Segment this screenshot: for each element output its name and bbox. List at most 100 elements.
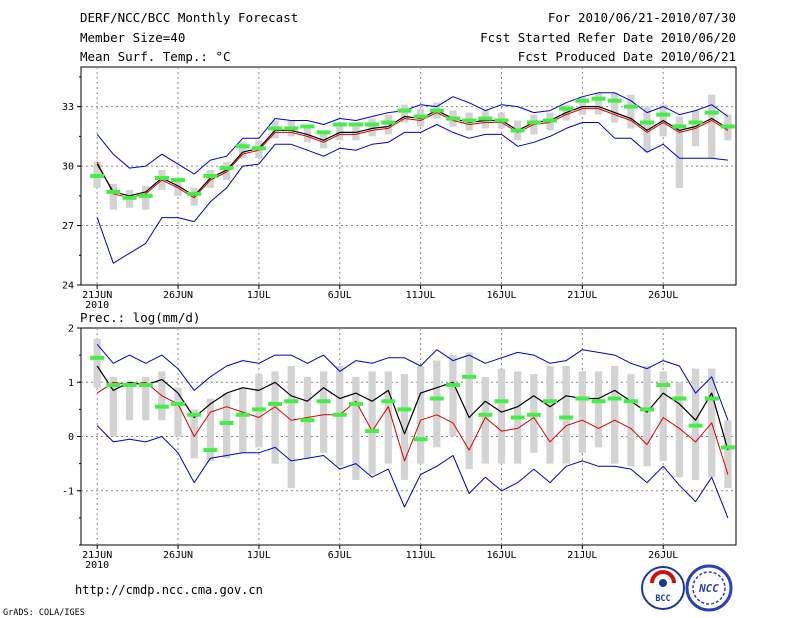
median-marker xyxy=(704,396,719,401)
spread-bar xyxy=(497,368,506,464)
median-marker xyxy=(332,412,347,417)
spread-bar xyxy=(562,365,570,464)
x-tick-label: 26JUN xyxy=(163,290,193,301)
x-tick-label: 16JUL xyxy=(486,550,516,561)
spread-bar xyxy=(174,387,182,437)
median-marker xyxy=(90,355,105,360)
x-tick-label: 26JUN xyxy=(163,550,193,561)
median-marker xyxy=(219,166,234,171)
median-marker xyxy=(640,407,655,412)
median-marker xyxy=(316,399,331,404)
median-marker xyxy=(429,108,444,113)
fcst-produced-label: Fcst Produced Date 2010/06/21 xyxy=(518,49,736,64)
spread-bar xyxy=(336,122,344,141)
y-tick-label: 27 xyxy=(62,221,74,232)
median-marker xyxy=(462,374,477,379)
mean-line xyxy=(96,365,729,451)
x-tick-label: 26JUL xyxy=(648,290,678,301)
spread-bar xyxy=(239,142,247,159)
median-marker xyxy=(575,396,590,401)
spread-bar xyxy=(643,106,651,153)
median-marker xyxy=(478,412,493,417)
median-marker xyxy=(413,437,428,442)
median-marker xyxy=(122,195,137,200)
median-marker xyxy=(106,382,121,387)
median-marker xyxy=(688,120,703,125)
median-marker xyxy=(720,445,735,450)
ncc-logo: NCC xyxy=(685,564,733,612)
y-tick-label: 33 xyxy=(62,102,74,113)
spread-bar xyxy=(465,352,473,470)
median-marker xyxy=(187,412,202,417)
spread-bar xyxy=(627,94,635,129)
spread-bar xyxy=(125,382,134,421)
spread-bar xyxy=(93,338,101,388)
median-marker xyxy=(348,401,363,406)
member-size-label: Member Size=40 xyxy=(80,30,185,45)
median-marker xyxy=(268,401,283,406)
spread-bar xyxy=(287,365,295,489)
spread-bar xyxy=(319,371,328,453)
median-marker xyxy=(365,122,380,127)
median-marker xyxy=(543,118,558,123)
spread-bar xyxy=(190,409,198,459)
median-marker xyxy=(106,189,121,194)
x-tick-label: 6JUL xyxy=(328,550,352,561)
median-marker xyxy=(316,130,331,135)
x-tick-label: 21JUL xyxy=(567,550,597,561)
median-marker xyxy=(526,412,541,417)
median-marker xyxy=(332,122,347,127)
spread-bar xyxy=(708,94,716,159)
median-marker xyxy=(704,110,719,115)
spread-bar xyxy=(594,92,603,115)
x-tick-label: 26JUL xyxy=(648,550,678,561)
median-marker xyxy=(413,114,428,119)
median-marker xyxy=(591,399,606,404)
median-marker xyxy=(656,112,671,117)
median-marker xyxy=(235,412,250,417)
median-marker xyxy=(607,396,622,401)
spread-bar xyxy=(222,162,231,180)
median-marker xyxy=(575,98,590,103)
temperature-panel: 21JUN 26JUN 1JUL 6JUL 11JUL 16JUL 21JUL 26JUL 20… xyxy=(62,66,737,311)
spread-bar xyxy=(594,371,603,448)
control-line xyxy=(96,381,729,475)
median-marker xyxy=(510,415,525,420)
median-marker xyxy=(494,399,509,404)
spread-bar xyxy=(659,371,667,461)
spread-bar xyxy=(675,116,684,188)
spread-bar xyxy=(368,118,376,137)
spread-bar xyxy=(174,177,182,196)
spread-bar xyxy=(384,371,392,464)
median-marker xyxy=(203,174,218,178)
median-marker xyxy=(429,396,444,401)
spread-bar xyxy=(239,387,247,453)
y-tick-label: 2 xyxy=(68,324,74,335)
median-marker xyxy=(251,407,266,412)
temperature-plot-frame xyxy=(80,66,737,286)
spread-bar xyxy=(578,371,586,453)
spread-bar xyxy=(627,374,635,467)
spread-bar xyxy=(643,365,651,467)
x-tick-label: 11JUL xyxy=(406,290,436,301)
median-marker xyxy=(235,144,250,149)
spread-bar xyxy=(206,170,215,188)
spread-bar xyxy=(352,122,360,141)
median-marker xyxy=(365,429,380,434)
median-marker xyxy=(138,382,153,387)
median-marker xyxy=(656,382,671,387)
median-marker xyxy=(348,122,363,127)
median-marker xyxy=(381,120,396,125)
spread-bar xyxy=(352,376,360,480)
spread-bar xyxy=(578,96,586,115)
spread-bar xyxy=(271,371,279,464)
website-url: http://cmdp.ncc.cma.gov.cn xyxy=(75,583,263,597)
figure-title: DERF/NCC/BCC Monthly Forecast xyxy=(80,10,298,25)
median-marker xyxy=(526,120,541,125)
median-marker xyxy=(154,404,169,409)
median-marker xyxy=(268,126,283,131)
min-line xyxy=(96,122,728,264)
median-marker xyxy=(623,399,638,404)
bcc-logo-text: BCC xyxy=(655,594,670,604)
median-marker xyxy=(559,106,574,111)
